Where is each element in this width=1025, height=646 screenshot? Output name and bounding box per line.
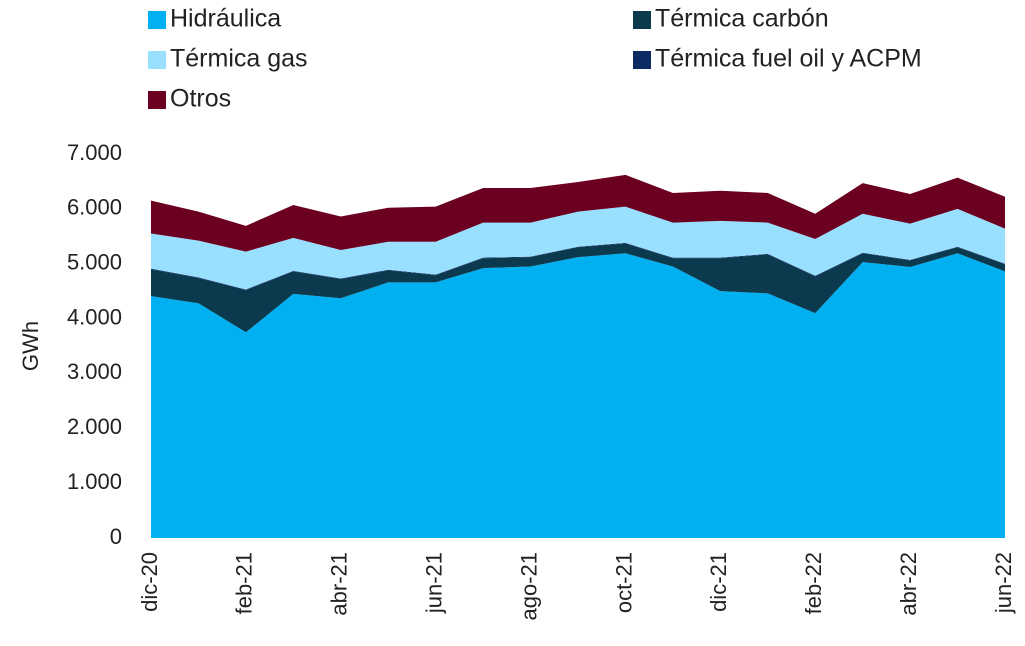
x-tick-label: feb-22 xyxy=(801,552,826,614)
legend-swatch xyxy=(148,51,166,69)
x-tick-label: feb-21 xyxy=(232,552,257,614)
y-tick-label: 5.000 xyxy=(67,250,122,275)
x-tick-label: ago-21 xyxy=(516,552,541,621)
y-tick-label: 0 xyxy=(110,524,122,549)
area xyxy=(151,206,1005,290)
legend-swatch xyxy=(148,11,166,29)
x-tick-label: oct-21 xyxy=(611,552,636,613)
y-tick-label: 7.000 xyxy=(67,140,122,165)
area xyxy=(151,174,1005,252)
area xyxy=(151,253,1005,538)
x-tick-label: dic-21 xyxy=(706,552,731,612)
y-tick-label: 6.000 xyxy=(67,195,122,220)
x-tick-label: jun-22 xyxy=(991,552,1016,614)
y-tick-label: 3.000 xyxy=(67,359,122,384)
legend-label: Térmica carbón xyxy=(655,5,829,33)
y-axis-label: GWh xyxy=(18,321,43,371)
legend-label: Térmica gas xyxy=(170,45,308,73)
y-tick-label: 4.000 xyxy=(67,304,122,329)
area xyxy=(151,243,1005,333)
legend-label: Otros xyxy=(170,85,231,113)
x-tick-label: jun-21 xyxy=(421,552,446,614)
legend-label: Térmica fuel oil y ACPM xyxy=(655,45,922,73)
y-tick-label: 1.000 xyxy=(67,469,122,494)
x-tick-label: dic-20 xyxy=(137,552,162,612)
x-tick-label: abr-21 xyxy=(327,552,352,616)
legend-swatch xyxy=(148,91,166,109)
legend-swatch xyxy=(633,51,651,69)
x-tick-label: abr-22 xyxy=(896,552,921,616)
legend-swatch xyxy=(633,11,651,29)
y-tick-label: 2.000 xyxy=(67,414,122,439)
legend-label: Hidráulica xyxy=(170,5,281,33)
